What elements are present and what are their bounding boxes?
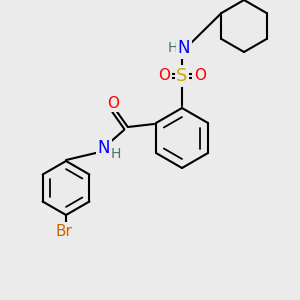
Text: O: O [158,68,170,83]
Text: O: O [194,68,206,83]
Text: N: N [178,39,190,57]
Text: O: O [107,95,119,110]
Text: Br: Br [56,224,73,238]
Text: S: S [176,67,188,85]
Text: H: H [168,41,178,55]
Text: N: N [98,139,110,157]
Text: H: H [111,147,121,161]
